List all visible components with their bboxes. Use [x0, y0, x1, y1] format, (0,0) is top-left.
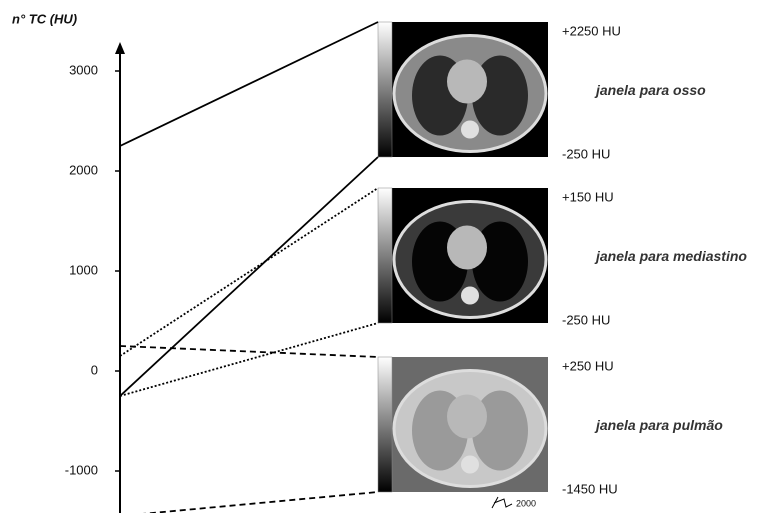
spine: [461, 456, 479, 474]
axis-arrow: [115, 42, 125, 54]
window-upper-line: [120, 22, 378, 146]
window-upper-line: [120, 346, 378, 357]
signature: 2000: [516, 498, 536, 508]
lower-label: -250 HU: [562, 146, 610, 161]
tick-label: -1000: [65, 462, 98, 477]
ct-image: [378, 22, 548, 157]
window-name: janela para pulmão: [594, 417, 723, 433]
heart: [447, 226, 487, 270]
heart: [447, 60, 487, 104]
signature-mark: [492, 497, 512, 508]
window-upper-line: [120, 188, 378, 356]
tick-label: 1000: [69, 262, 98, 277]
window-lower-line: [120, 492, 378, 513]
window-name: janela para osso: [594, 82, 706, 98]
gray-scale-bar: [378, 188, 392, 323]
diagram: n° TC (HU) 3000 2000 1000 0 -1000 +2250 HU -25…: [0, 0, 766, 513]
gray-scale-bar: [378, 357, 392, 492]
axis-label: n° TC (HU): [12, 11, 77, 26]
ct-image: [378, 188, 548, 323]
tick-label: 2000: [69, 162, 98, 177]
spine: [461, 287, 479, 305]
upper-label: +2250 HU: [562, 23, 621, 38]
heart: [447, 395, 487, 439]
upper-label: +150 HU: [562, 189, 614, 204]
tick-label: 3000: [69, 62, 98, 77]
window-name: janela para mediastino: [594, 248, 747, 264]
lower-label: -1450 HU: [562, 481, 618, 496]
upper-label: +250 HU: [562, 358, 614, 373]
gray-scale-bar: [378, 22, 392, 157]
ct-image: [378, 357, 548, 492]
lower-label: -250 HU: [562, 312, 610, 327]
tick-label: 0: [91, 362, 98, 377]
spine: [461, 121, 479, 139]
